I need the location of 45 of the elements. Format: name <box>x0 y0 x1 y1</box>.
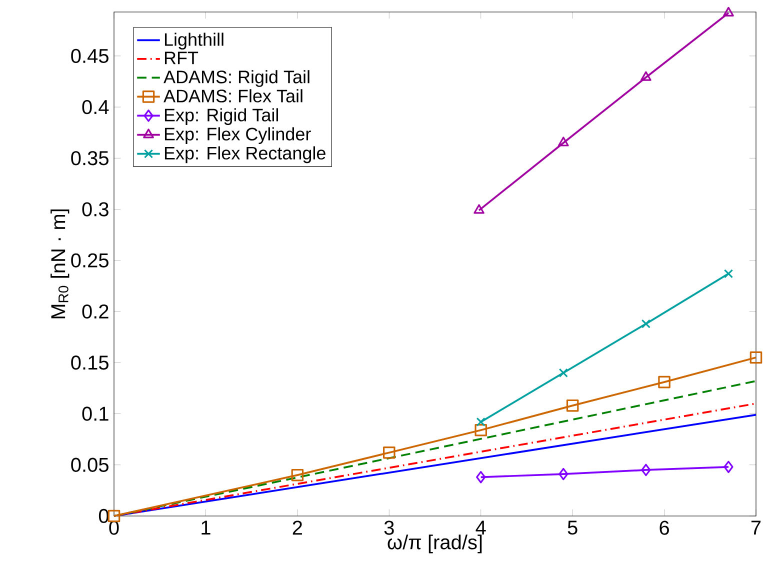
point <box>476 417 486 427</box>
y-tick-label: 0.35 <box>71 151 108 166</box>
y-tick-label: 0.4 <box>82 100 109 114</box>
point <box>641 464 651 476</box>
y-tick-label: 0.45 <box>71 48 108 64</box>
y-tick-label: 0.15 <box>71 356 108 370</box>
y-tick-label: 0.1 <box>82 406 108 421</box>
point <box>291 468 304 482</box>
legend-label: ADAMS: Rigid Tail <box>164 70 310 87</box>
legend-label: Exp: Flex Rectangle <box>164 146 326 164</box>
legend-label: Lighthill <box>164 32 224 50</box>
point <box>750 351 762 364</box>
y-tick-label: 0.2 <box>82 304 108 319</box>
y-tick-label: 0 <box>98 508 109 524</box>
point <box>723 6 734 16</box>
legend-label: RFT <box>164 52 198 64</box>
y-tick-label: 0.3 <box>82 202 108 216</box>
x-tick-label: 6 <box>660 520 669 535</box>
point <box>476 471 486 484</box>
legend-label: ADAMS: Flex Tail <box>164 89 302 102</box>
point <box>640 71 652 81</box>
point <box>108 510 120 522</box>
x-tick-label: 5 <box>568 520 578 535</box>
point <box>558 368 568 378</box>
point <box>558 468 568 480</box>
x-tick-label: 4 <box>476 520 486 534</box>
point <box>641 319 651 328</box>
point <box>558 136 569 146</box>
x-axis-title: ω/π [rad/s] <box>388 534 482 554</box>
x-tick-label: 7 <box>751 520 761 534</box>
point <box>566 399 579 412</box>
point <box>724 269 734 278</box>
x-tick-label: 1 <box>202 520 210 534</box>
point <box>658 376 670 388</box>
x-tick-label: 2 <box>292 520 302 535</box>
legend-label: Exp: Rigid Tail <box>164 108 278 125</box>
y-tick-label: 0.25 <box>71 253 108 268</box>
point <box>383 446 396 459</box>
legend-label: Exp: Flex Cylinder <box>164 127 311 144</box>
point <box>474 424 487 436</box>
y-tick-label: 0.05 <box>71 458 108 472</box>
y-axis-title: M$_{R0}$ [nN · m] <box>50 209 70 318</box>
point <box>724 460 734 474</box>
point <box>474 204 484 214</box>
x-tick-label: 3 <box>384 520 394 535</box>
